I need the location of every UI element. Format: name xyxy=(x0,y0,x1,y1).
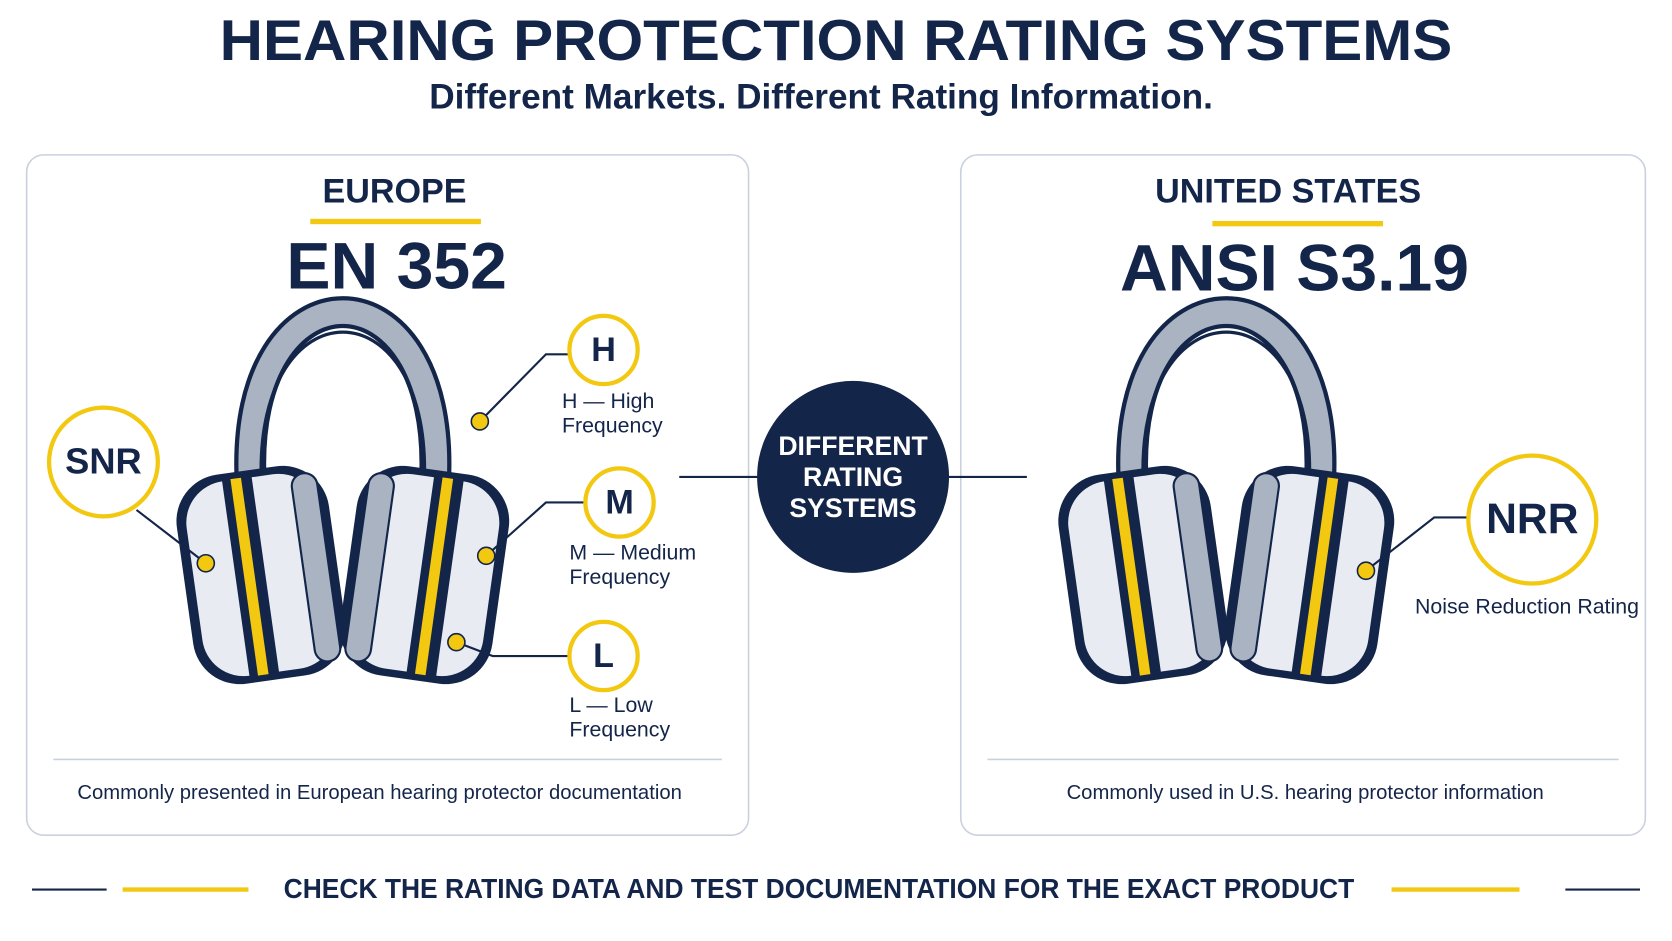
band-letter: H xyxy=(591,331,616,369)
headband-pad xyxy=(1120,300,1333,492)
footer: CHECK THE RATING DATA AND TEST DOCUMENTA… xyxy=(284,873,1355,904)
band-callouts: H H — High Frequency M M — Medium Freque… xyxy=(562,313,696,741)
ear-cup xyxy=(176,465,346,685)
cup-cushion xyxy=(1172,472,1224,663)
band-label: Frequency xyxy=(562,413,663,437)
standard: EN 352 xyxy=(286,230,507,304)
headband-pad xyxy=(238,300,448,492)
region: UNITED STATES xyxy=(1155,172,1421,210)
dot xyxy=(470,412,490,431)
dot xyxy=(196,553,216,573)
cup-stripe xyxy=(1112,477,1151,676)
earmuff xyxy=(176,296,510,685)
band-badge xyxy=(583,466,656,539)
subtitle: Different Markets. Different Rating Info… xyxy=(429,78,1213,117)
band-label: Frequency xyxy=(569,717,670,741)
title: HEARING PROTECTION RATING SYSTEMS xyxy=(220,9,1453,73)
center-badge xyxy=(757,380,950,573)
band-label: H — High xyxy=(562,389,654,413)
note: Commonly presented in European hearing p… xyxy=(77,782,681,804)
ear-cup xyxy=(1224,465,1395,685)
ear-cup xyxy=(339,465,510,685)
cup-stripe xyxy=(414,477,454,676)
band-label: Frequency xyxy=(569,565,670,589)
rating: SNR xyxy=(65,441,142,482)
band-letter: L xyxy=(593,637,614,675)
standard: ANSI S3.19 xyxy=(1120,232,1469,306)
headband-inner xyxy=(1141,330,1312,481)
callout-line xyxy=(479,353,570,423)
center-label: DIFFERENT xyxy=(778,431,927,461)
center-label: SYSTEMS xyxy=(789,493,916,523)
band-badge xyxy=(567,313,640,387)
cup-stripe xyxy=(1300,477,1339,676)
band-badge xyxy=(567,619,640,693)
earmuff xyxy=(1058,296,1395,685)
callout-dots xyxy=(196,412,1376,652)
earmuff-illustrations xyxy=(176,296,1395,685)
callout-line xyxy=(485,501,586,557)
cup-cushion xyxy=(344,472,395,663)
region: EUROPE xyxy=(323,172,467,210)
callout-line xyxy=(456,641,570,658)
cup-stripe xyxy=(230,477,269,676)
rating-label: Noise Reduction Rating xyxy=(1415,595,1639,619)
cup-cushion xyxy=(290,472,342,663)
band-label: M — Medium xyxy=(569,540,696,564)
callout-line xyxy=(1365,516,1469,572)
dot xyxy=(1356,561,1376,581)
band-label: L — Low xyxy=(569,693,653,717)
headband-inner xyxy=(259,330,427,481)
note: Commonly used in U.S. hearing protector … xyxy=(1067,782,1544,804)
band-letter: M xyxy=(605,484,633,522)
center-label: RATING xyxy=(803,462,903,492)
rating-badge xyxy=(46,405,160,519)
rating: NRR xyxy=(1486,495,1578,543)
dot xyxy=(447,632,466,652)
rating-badge xyxy=(1466,453,1599,586)
callout-lines xyxy=(135,353,1469,658)
cup-cushion xyxy=(1229,472,1280,663)
underline xyxy=(1212,220,1384,227)
callout-line xyxy=(135,509,207,565)
ear-cup xyxy=(1058,465,1228,685)
dot xyxy=(476,546,496,566)
underline xyxy=(310,218,481,225)
